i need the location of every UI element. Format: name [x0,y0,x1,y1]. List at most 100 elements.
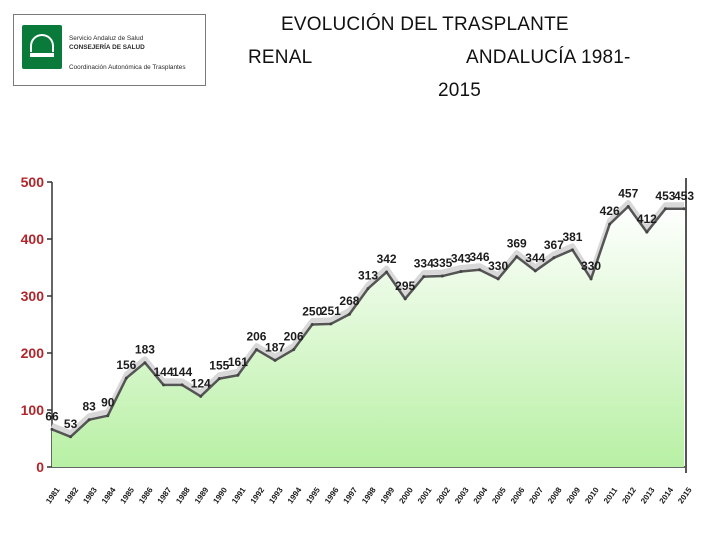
x-tick-label: 1991 [230,485,248,505]
data-label: 369 [507,237,527,251]
data-label: 251 [321,304,341,318]
data-label: 183 [135,343,155,357]
data-point [440,274,444,278]
data-point [50,427,54,431]
x-tick-label: 1989 [193,485,211,505]
x-tick-label: 1990 [211,485,229,505]
logo-org-name: Servicio Andaluz de Salud [69,35,144,42]
x-tick-label: 1996 [323,485,341,505]
data-point [385,270,389,274]
x-tick-label: 1986 [137,485,155,505]
data-point [589,277,593,281]
x-tick-label: 2013 [639,485,657,505]
x-tick-label: 1994 [286,485,304,505]
data-label: 144 [154,365,174,379]
x-tick-label: 1983 [81,485,99,505]
data-label: 457 [618,187,638,201]
data-point [292,348,296,352]
data-label: 344 [525,251,545,265]
data-point [236,373,240,377]
x-tick-label: 2010 [583,485,601,505]
data-label: 206 [284,330,304,344]
x-tick-label: 2006 [509,485,527,505]
y-tick-label: 300 [21,288,45,304]
data-label: 268 [339,294,359,308]
y-tick-label: 500 [21,174,45,190]
data-label: 124 [191,376,211,390]
data-point [143,361,147,365]
data-point [403,297,407,301]
data-label: 367 [544,238,564,252]
x-tick-label: 1985 [119,485,137,505]
data-label: 206 [246,330,266,344]
x-tick-label: 1993 [267,485,285,505]
y-tick-label: 400 [21,231,45,247]
data-label: 295 [395,279,415,293]
x-tick-label: 2003 [453,485,471,505]
data-label: 453 [674,189,694,203]
junta-andalucia-logo-icon [22,25,62,69]
data-point [459,269,463,273]
x-tick-label: 1992 [249,485,267,505]
data-point [87,418,91,422]
data-point [515,255,519,259]
title-line-2b: ANDALUCÍA 1981- [466,47,631,68]
data-point [310,323,314,326]
x-tick-label: 2015 [676,485,694,505]
data-point [273,358,277,362]
title-line-2a: RENAL [248,47,313,68]
data-label: 426 [600,204,620,218]
data-label: 66 [45,409,59,423]
x-tick-label: 2007 [527,485,545,505]
data-label: 334 [414,257,434,271]
data-label: 155 [209,359,229,373]
data-point [366,287,370,291]
title-line-1: EVOLUCIÓN DEL TRASPLANTE [281,14,569,35]
data-label: 144 [172,365,192,379]
data-point [162,383,166,387]
x-tick-label: 1997 [342,485,360,505]
data-label: 346 [470,250,490,264]
x-tick-label: 1999 [379,485,397,505]
y-tick-label: 100 [21,402,45,418]
logo-coordination: Coordinación Autonómica de Trasplantes [69,64,186,71]
x-tick-label: 2002 [435,485,453,505]
x-tick-label: 2005 [490,485,508,505]
x-tick-label: 1998 [360,485,378,505]
data-label: 90 [101,396,115,410]
y-tick-label: 200 [21,345,45,361]
x-tick-label: 1982 [63,485,81,505]
data-point [608,222,612,226]
data-point [663,207,667,211]
data-point [552,256,556,260]
data-label: 412 [637,212,657,226]
data-point [69,435,73,439]
data-label: 381 [562,230,582,244]
x-tick-label: 2008 [546,485,564,505]
data-point [347,312,351,316]
data-point [217,377,221,381]
data-point [180,383,184,387]
data-point [199,394,203,398]
data-point [124,376,128,380]
x-tick-label: 2009 [565,485,583,505]
x-tick-label: 2012 [620,485,638,505]
data-point [533,269,537,273]
data-point [626,205,630,209]
x-tick-label: 1984 [100,485,118,505]
data-point [570,248,574,252]
data-label: 453 [655,189,675,203]
x-tick-label: 1981 [44,485,62,505]
data-label: 83 [82,400,96,414]
y-tick-label: 0 [36,459,44,475]
data-point [645,230,649,234]
data-label: 330 [488,259,508,273]
x-tick-label: 2001 [416,485,434,505]
data-point [329,322,333,326]
data-point [478,268,482,272]
data-label: 156 [116,358,136,372]
title-line-3: 2015 [438,80,482,101]
data-point [254,348,258,352]
data-label: 342 [377,252,397,266]
